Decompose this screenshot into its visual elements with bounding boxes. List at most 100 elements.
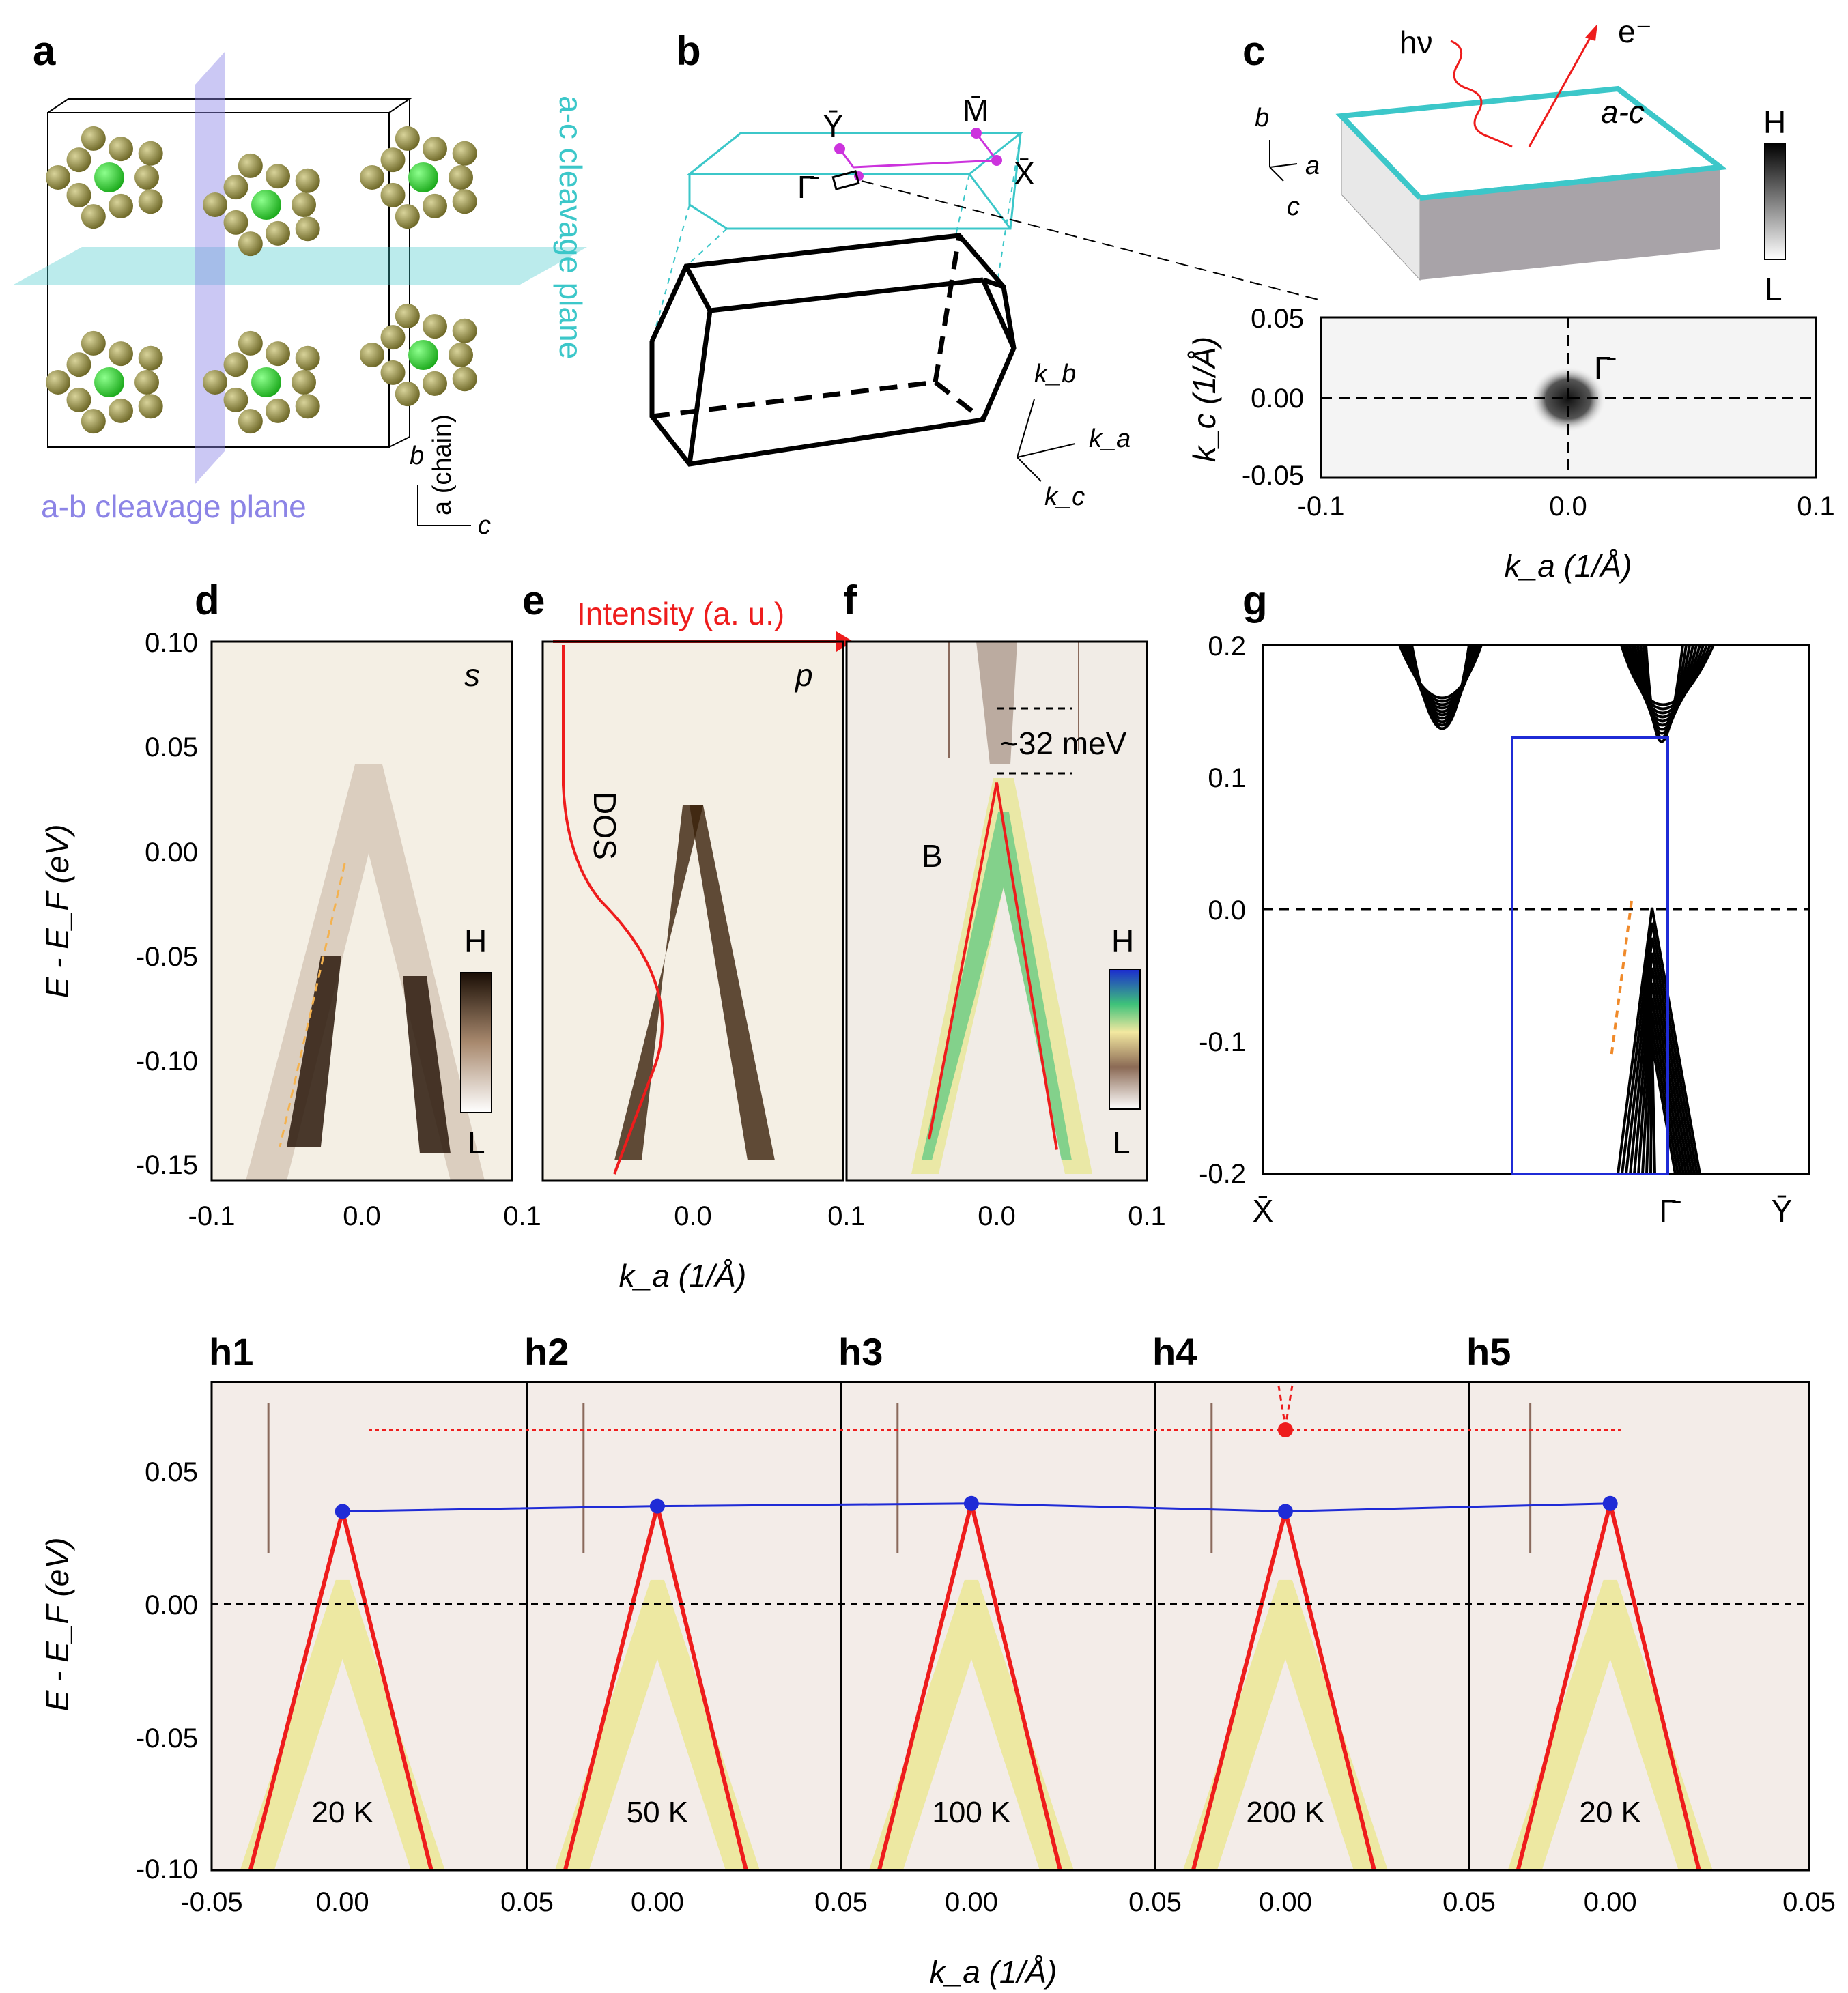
atom-au [295, 216, 320, 242]
panels-def: d e f H L s Intensity (a. u.) DOS p [40, 577, 1166, 1293]
svg-text:0.2: 0.2 [1208, 631, 1246, 661]
svg-text:-0.05: -0.05 [136, 1723, 198, 1753]
atom-center [94, 162, 124, 192]
svg-text:hν: hν [1399, 25, 1433, 60]
dirac-point [1602, 1495, 1618, 1511]
svg-text:e⁻: e⁻ [1618, 14, 1652, 49]
svg-text:0.00: 0.00 [145, 1590, 198, 1620]
h-label: h4 [1152, 1330, 1197, 1373]
svg-text:0.05: 0.05 [1128, 1887, 1182, 1917]
def-xticks: -0.1 0.0 0.1 0.0 0.1 0.0 0.1 [188, 1201, 1166, 1231]
ac-plane-label: a-c cleavage plane [553, 96, 588, 359]
panel-g-label: g [1242, 577, 1268, 623]
svg-text:Ȳ: Ȳ [1772, 1193, 1793, 1229]
svg-text:k_a (1/Å): k_a (1/Å) [930, 1954, 1057, 1990]
atom-center [251, 367, 281, 397]
atom-au [134, 165, 159, 190]
temperature-label: 50 K [627, 1796, 689, 1829]
panel-a: a a-c cleavage plane a-b cleavage plane … [12, 28, 588, 540]
svg-text:k_c: k_c [1044, 483, 1085, 511]
atom-au [223, 352, 248, 377]
svg-text:B: B [922, 838, 943, 874]
svg-text:0.00: 0.00 [1584, 1887, 1637, 1917]
h-subpanel [841, 1382, 1155, 1870]
def-yticks: 0.10 0.05 0.00 -0.05 -0.10 -0.15 [136, 628, 198, 1180]
atom-au [203, 370, 227, 395]
svg-text:a (chain): a (chain) [428, 414, 457, 515]
svg-text:-0.05: -0.05 [180, 1887, 242, 1917]
zoom-box [1511, 736, 1669, 1175]
atom-au [295, 394, 320, 419]
svg-text:b: b [1255, 104, 1269, 132]
svg-text:-0.1: -0.1 [1298, 491, 1345, 521]
svg-text:0.0: 0.0 [343, 1201, 381, 1231]
colorbar-d [460, 972, 492, 1113]
svg-text:a: a [1305, 152, 1320, 180]
svg-text:0.10: 0.10 [145, 628, 198, 658]
svg-text:0.0: 0.0 [978, 1201, 1016, 1231]
atom-au [395, 126, 420, 151]
svg-text:k_a: k_a [1089, 425, 1131, 453]
panel-d-label: d [195, 577, 220, 623]
atom-au [238, 409, 263, 434]
svg-text:L: L [468, 1125, 485, 1160]
svg-text:X̄: X̄ [1014, 156, 1035, 191]
atom-au [295, 168, 320, 193]
h-label: h2 [524, 1330, 569, 1373]
atom-au [223, 210, 248, 235]
atom-au [395, 382, 420, 407]
svg-text:c: c [1287, 192, 1300, 221]
h-label: h3 [838, 1330, 883, 1373]
atom-center [94, 367, 124, 397]
temperature-label: 100 K [932, 1796, 1010, 1829]
atom-au [292, 192, 316, 217]
svg-text:0.00: 0.00 [945, 1887, 998, 1917]
h-subpanel [527, 1382, 841, 1870]
svg-text:-0.05: -0.05 [1242, 461, 1304, 491]
atom-au [395, 204, 420, 229]
sample-front [1420, 167, 1720, 280]
dirac-point [335, 1504, 350, 1519]
svg-text:~32 meV: ~32 meV [1000, 726, 1127, 761]
panel-e-label: e [522, 577, 545, 623]
bulk-bz-hidden [651, 235, 985, 422]
atom-au [203, 192, 227, 217]
ac-cleavage-plane [12, 247, 587, 285]
ab-plane-label: a-b cleavage plane [41, 489, 307, 524]
svg-text:-0.1: -0.1 [188, 1201, 236, 1231]
atom-au [81, 330, 106, 356]
atom-au [452, 367, 477, 392]
svg-text:0.1: 0.1 [1208, 763, 1246, 793]
dirac-point [963, 1495, 979, 1511]
svg-text:-0.15: -0.15 [136, 1150, 198, 1180]
h-label: h5 [1466, 1330, 1511, 1373]
svg-text:DOS: DOS [587, 792, 623, 860]
svg-text:E - E_F (eV): E - E_F (eV) [40, 1538, 75, 1712]
svg-text:M̄: M̄ [963, 93, 989, 128]
k-axes: k_b k_a k_c [1017, 360, 1131, 511]
crystal-atoms [46, 126, 477, 434]
svg-text:0.0: 0.0 [674, 1201, 712, 1231]
atom-au [422, 137, 447, 162]
atom-au [223, 175, 248, 200]
temperature-label: 20 K [1579, 1796, 1641, 1829]
atom-au [238, 231, 263, 257]
atom-au [422, 371, 447, 396]
atom-au [380, 147, 406, 173]
svg-text:0.1: 0.1 [827, 1201, 866, 1231]
atom-au [108, 137, 133, 162]
atom-au [395, 303, 420, 328]
svg-text:0.00: 0.00 [1251, 384, 1304, 414]
panel-c: c hν e⁻ a-c b a c H L Γ̄ 0.05 [1186, 14, 1835, 584]
panel-e-plot [543, 642, 843, 1181]
panel-f-label: f [843, 577, 857, 623]
surface-bz [688, 132, 1022, 230]
atom-au [422, 314, 447, 339]
panel-c-label: c [1242, 28, 1265, 74]
svg-text:Intensity (a. u.): Intensity (a. u.) [577, 596, 784, 631]
panel-b: b [649, 28, 1322, 511]
svg-text:k_a (1/Å): k_a (1/Å) [619, 1258, 747, 1293]
svg-text:0.0: 0.0 [1208, 895, 1246, 926]
atom-au [360, 343, 384, 367]
svg-text:c: c [478, 511, 491, 540]
